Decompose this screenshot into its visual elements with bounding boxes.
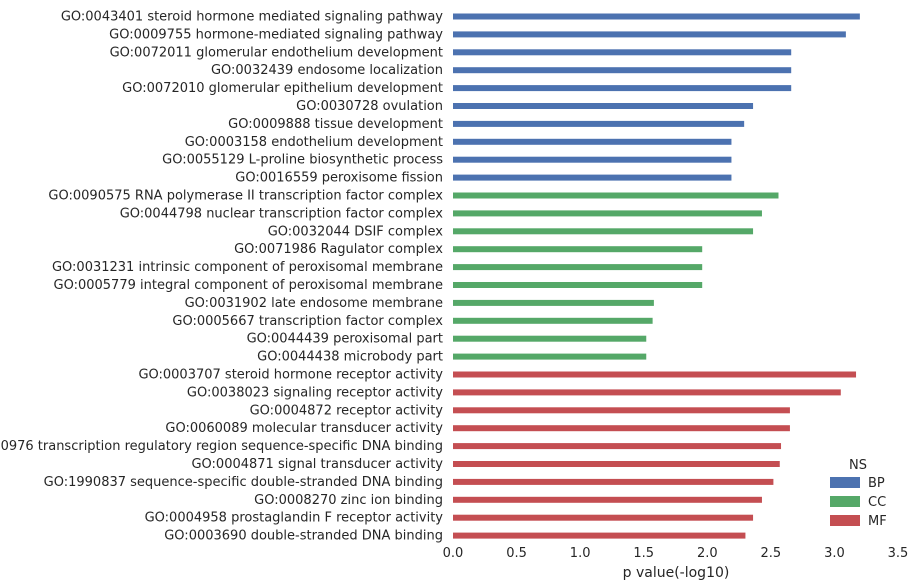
bar-mf	[453, 407, 790, 414]
category-label: GO:0009888 tissue development	[228, 117, 443, 132]
bar-mf	[453, 443, 782, 450]
category-label: GO:0072011 glomerular endothelium develo…	[110, 45, 443, 60]
bar-bp	[453, 49, 792, 56]
bar-cc	[453, 353, 647, 360]
category-label: GO:0044798 nuclear transcription factor …	[120, 206, 444, 221]
legend-title: NS	[849, 458, 867, 473]
category-label: GO:0008270 zinc ion binding	[254, 493, 443, 508]
legend-entry-label: MF	[868, 514, 887, 529]
category-label: GO:0031902 late endosome membrane	[185, 296, 443, 311]
category-label: GO:0030728 ovulation	[296, 99, 443, 114]
bar-bp	[453, 13, 860, 20]
bar-mf	[453, 478, 774, 485]
category-label: GO:0032439 endosome localization	[211, 63, 443, 78]
legend-swatch-cc	[830, 496, 860, 507]
bar-bp	[453, 174, 732, 181]
bar-bp	[453, 103, 754, 109]
bar-cc	[453, 264, 703, 271]
category-label: GO:0060089 molecular transducer activity	[165, 421, 443, 436]
category-label: GO:0044439 peroxisomal part	[247, 332, 443, 347]
category-label: GO:0009755 hormone-mediated signaling pa…	[109, 27, 443, 42]
bar-mf	[453, 496, 762, 503]
bars	[453, 13, 860, 539]
x-tick-label: 3.0	[824, 546, 845, 561]
x-tick-label: 0.0	[443, 546, 464, 561]
category-label: GO:0038023 signaling receptor activity	[187, 385, 443, 400]
bar-mf	[453, 514, 754, 521]
category-label: GO:0003690 double-stranded DNA binding	[164, 529, 443, 544]
x-axis-label: p value(-log10)	[623, 565, 730, 581]
category-label: GO:0071986 Ragulator complex	[234, 242, 443, 257]
bar-mf	[453, 389, 841, 396]
category-label: GO:1990837 sequence-specific double-stra…	[44, 475, 443, 490]
bar-bp	[453, 31, 846, 38]
category-label: GO:0044438 microbody part	[257, 350, 443, 365]
bar-cc	[453, 335, 647, 342]
bar-mf	[453, 461, 780, 467]
bar-bp	[453, 156, 732, 163]
x-tick-label: 0.5	[506, 546, 527, 561]
legend-swatch-mf	[830, 515, 860, 526]
category-label: GO:0031231 intrinsic component of peroxi…	[52, 260, 443, 275]
bar-mf	[453, 371, 857, 378]
x-tick-label: 3.5	[888, 546, 909, 561]
bar-mf	[453, 532, 746, 539]
category-label: GO:0016559 peroxisome fission	[235, 171, 443, 186]
bar-cc	[453, 228, 754, 235]
bar-cc	[453, 282, 703, 288]
bar-bp	[453, 67, 792, 74]
legend-swatch-bp	[830, 477, 860, 488]
legend-entry-label: CC	[868, 495, 886, 510]
bar-cc	[453, 246, 703, 253]
category-label: GO:0043401 steroid hormone mediated sign…	[61, 10, 443, 25]
x-axis-ticks: 0.0 0.5 1.0 1.5 2.0 2.5 3.0 3.5	[443, 546, 909, 561]
category-label: GO:0005779 integral component of peroxis…	[54, 278, 443, 293]
category-label: GO:0004871 signal transducer activity	[191, 457, 443, 472]
bar-bp	[453, 138, 732, 145]
category-label: GO:0004958 prostaglandin F receptor acti…	[145, 511, 444, 526]
category-label: GO:0072010 glomerular epithelium develop…	[122, 81, 443, 96]
category-label: GO:0003158 endothelium development	[185, 135, 443, 150]
x-tick-label: 1.5	[633, 546, 654, 561]
x-tick-label: 2.5	[761, 546, 782, 561]
category-label: GO:0004872 receptor activity	[250, 403, 444, 418]
legend-entry-label: BP	[868, 476, 885, 491]
bar-cc	[453, 210, 762, 217]
bar-bp	[453, 120, 745, 127]
category-labels: GO:0043401 steroid hormone mediated sign…	[0, 10, 443, 544]
category-label: GO:0032044 DSIF complex	[268, 224, 444, 239]
x-tick-label: 1.0	[570, 546, 591, 561]
bar-cc	[453, 317, 653, 324]
category-label: GO:0003707 steroid hormone receptor acti…	[138, 368, 443, 383]
category-label: GO:0005667 transcription factor complex	[172, 314, 443, 329]
category-label: GO:0055129 L-proline biosynthetic proces…	[162, 153, 443, 168]
bar-mf	[453, 425, 790, 432]
legend: NS BP CC MF	[830, 458, 887, 529]
bar-cc	[453, 299, 654, 306]
x-tick-label: 2.0	[697, 546, 718, 561]
bar-bp	[453, 85, 792, 92]
category-label: GO:0000976 transcription regulatory regi…	[0, 439, 443, 454]
category-label: GO:0090575 RNA polymerase II transcripti…	[48, 189, 443, 204]
bar-cc	[453, 192, 779, 199]
